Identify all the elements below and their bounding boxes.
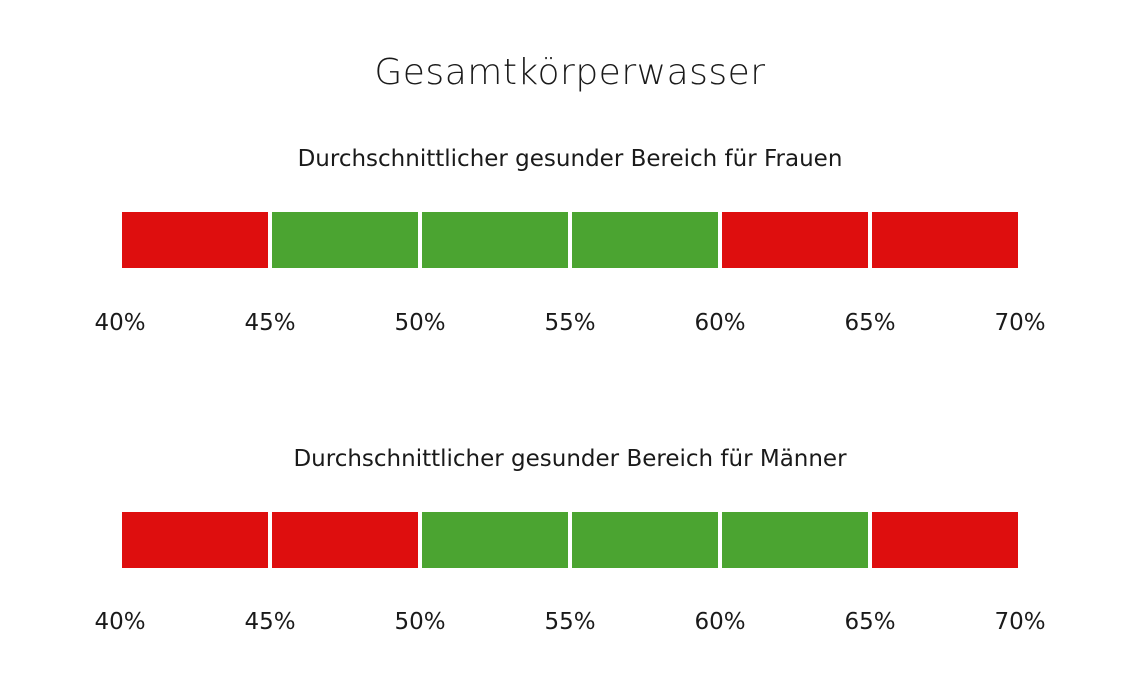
men-tick-label: 60% bbox=[694, 609, 745, 635]
women-tick-label: 55% bbox=[544, 310, 595, 336]
men-tick-label: 40% bbox=[94, 609, 145, 635]
men-tick-label: 70% bbox=[994, 609, 1045, 635]
men-segment-40-45 bbox=[122, 512, 268, 568]
men-segment-50-55 bbox=[422, 512, 568, 568]
women-tick-label: 60% bbox=[694, 310, 745, 336]
men-segment-65-70 bbox=[872, 512, 1018, 568]
men-segment-45-50 bbox=[272, 512, 418, 568]
women-segment-50-55 bbox=[422, 212, 568, 268]
men-tick-label: 50% bbox=[394, 609, 445, 635]
women-segment-40-45 bbox=[122, 212, 268, 268]
women-segment-65-70 bbox=[872, 212, 1018, 268]
women-tick-label: 70% bbox=[994, 310, 1045, 336]
men-segment-55-60 bbox=[572, 512, 718, 568]
women-tick-label: 65% bbox=[844, 310, 895, 336]
women-tick-label: 40% bbox=[94, 310, 145, 336]
women-tick-label: 45% bbox=[244, 310, 295, 336]
women-segment-45-50 bbox=[272, 212, 418, 268]
men-tick-label: 65% bbox=[844, 609, 895, 635]
women-segment-60-65 bbox=[722, 212, 868, 268]
men-segment-60-65 bbox=[722, 512, 868, 568]
men-subtitle: Durchschnittlicher gesunder Bereich für … bbox=[293, 446, 847, 472]
women-segment-55-60 bbox=[572, 212, 718, 268]
chart-title: Gesamtkörperwasser bbox=[374, 52, 766, 93]
men-tick-label: 45% bbox=[244, 609, 295, 635]
women-subtitle: Durchschnittlicher gesunder Bereich für … bbox=[297, 146, 843, 172]
men-tick-label: 55% bbox=[544, 609, 595, 635]
women-tick-label: 50% bbox=[394, 310, 445, 336]
